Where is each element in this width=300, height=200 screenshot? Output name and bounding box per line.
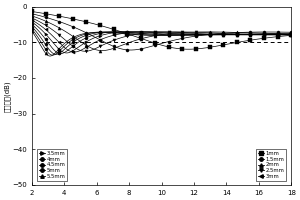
- Legend: 1mm, 1.5mm, 2mm, 2.5mm, 3mm: 1mm, 1.5mm, 2mm, 2.5mm, 3mm: [256, 149, 286, 181]
- Y-axis label: 反射损耗(dB): 反射损耗(dB): [4, 80, 11, 112]
